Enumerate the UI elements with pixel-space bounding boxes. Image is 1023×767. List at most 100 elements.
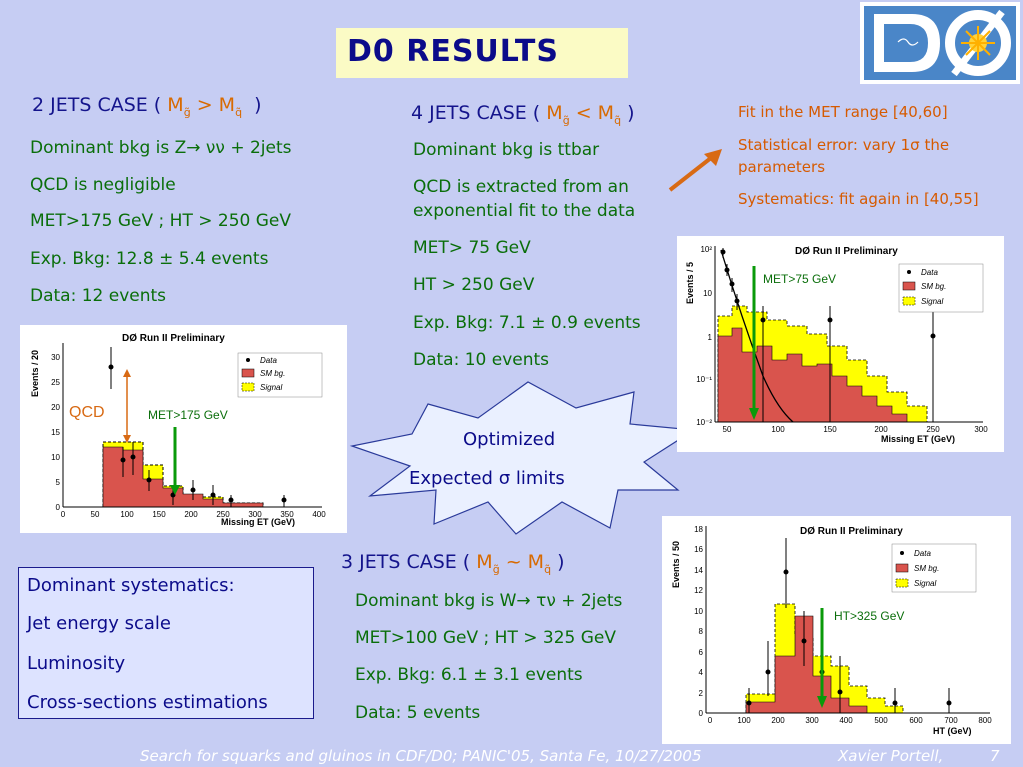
x-tick: 200: [874, 425, 888, 434]
x-tick: 150: [823, 425, 837, 434]
y-tick: 15: [51, 428, 60, 437]
x-tick: 400: [312, 510, 326, 519]
y-tick: 10⁻¹: [696, 375, 712, 384]
legend-sm-bg: SM bg.: [921, 282, 946, 291]
page-number: 7: [990, 747, 1000, 765]
legend-sm-bg: SM bg.: [260, 369, 285, 378]
y-tick: 1: [708, 333, 713, 342]
three-jets-heading: 3 JETS CASE ( Mg̃ ~ Mq̃ ): [341, 551, 565, 576]
burst-line-1: Optimized: [463, 429, 556, 450]
x-axis-label: Missing ET (GeV): [881, 434, 955, 444]
x-tick: 50: [723, 425, 732, 434]
x-tick: 200: [771, 716, 785, 725]
y-tick: 2: [699, 689, 704, 698]
footer-text: Search for squarks and gluinos in CDF/D0…: [140, 747, 702, 765]
x-tick: 600: [909, 716, 923, 725]
qcd-label: QCD: [69, 404, 105, 421]
y-tick: 6: [699, 648, 704, 657]
cut-label: MET>75 GeV: [763, 272, 836, 286]
plot-title: DØ Run II Preliminary: [122, 333, 225, 344]
two-jets-line-1: Dominant bkg is Z→ νν + 2jets: [30, 138, 292, 158]
x-tick: 500: [874, 716, 888, 725]
x-tick: 200: [184, 510, 198, 519]
plot-title: DØ Run II Preliminary: [800, 526, 903, 537]
y-tick: 10: [694, 607, 703, 616]
four-jets-line-4: MET> 75 GeV: [413, 238, 531, 258]
x-tick: 100: [120, 510, 134, 519]
y-tick: 10⁻²: [696, 418, 712, 427]
x-tick: 150: [152, 510, 166, 519]
two-jets-line-2: QCD is negligible: [30, 175, 176, 195]
cut-label: MET>175 GeV: [148, 408, 228, 422]
x-axis-label: HT (GeV): [933, 726, 972, 736]
legend-data: Data: [914, 549, 931, 558]
four-jets-line-3: exponential fit to the data: [413, 201, 636, 221]
y-tick: 0: [56, 503, 61, 512]
systematics-box: [18, 567, 314, 719]
systematics-item-2: Luminosity: [27, 653, 126, 674]
y-tick: 0: [699, 709, 704, 718]
four-jets-line-6: Exp. Bkg: 7.1 ± 0.9 events: [413, 313, 641, 333]
three-jets-line-2: MET>100 GeV ; HT > 325 GeV: [355, 628, 617, 648]
x-tick: 250: [216, 510, 230, 519]
y-tick: 20: [51, 403, 60, 412]
x-tick: 400: [839, 716, 853, 725]
d0-logo: [860, 2, 1020, 84]
y-axis-label: Events / 50: [671, 541, 681, 588]
fit-note-1: Fit in the MET range [40,60]: [738, 103, 948, 121]
y-tick: 10²: [700, 245, 712, 254]
y-tick: 8: [699, 627, 704, 636]
four-jets-line-1: Dominant bkg is ttbar: [413, 140, 600, 160]
y-tick: 12: [694, 586, 703, 595]
y-tick: 4: [699, 668, 704, 677]
y-tick: 16: [694, 545, 703, 554]
two-jets-line-3: MET>175 GeV ; HT > 250 GeV: [30, 211, 292, 231]
four-jets-line-5: HT > 250 GeV: [413, 275, 535, 295]
three-jets-line-4: Data: 5 events: [355, 703, 481, 723]
fit-note-4: Systematics: fit again in [40,55]: [738, 190, 979, 208]
y-tick: 14: [694, 566, 703, 575]
x-tick: 800: [978, 716, 992, 725]
x-axis-label: Missing ET (GeV): [221, 517, 295, 527]
x-tick: 0: [61, 510, 66, 519]
two-jets-line-5: Data: 12 events: [30, 286, 167, 306]
y-axis-label: Events / 5: [685, 262, 695, 304]
y-tick: 18: [694, 525, 703, 534]
y-tick: 30: [51, 353, 60, 362]
cut-label: HT>325 GeV: [834, 609, 904, 623]
y-tick: 10: [703, 289, 712, 298]
three-jets-line-3: Exp. Bkg: 6.1 ± 3.1 events: [355, 665, 583, 685]
x-tick: 300: [974, 425, 988, 434]
footer-author: Xavier Portell,: [838, 747, 944, 765]
x-tick: 100: [737, 716, 751, 725]
plot-met-4jets: DØ Run II Preliminary Events / 5 Missing…: [677, 236, 1004, 452]
burst-line-2: Expected σ limits: [409, 468, 565, 489]
plot-met-2jets: DØ Run II Preliminary Events / 20 Missin…: [20, 325, 347, 533]
three-jets-line-1: Dominant bkg is W→ τν + 2jets: [355, 591, 623, 611]
x-tick: 300: [805, 716, 819, 725]
x-tick: 350: [280, 510, 294, 519]
systematics-item-1: Jet energy scale: [27, 613, 171, 634]
y-tick: 5: [56, 478, 61, 487]
legend-data: Data: [260, 356, 277, 365]
y-tick: 25: [51, 378, 60, 387]
two-jets-line-4: Exp. Bkg: 12.8 ± 5.4 events: [30, 249, 269, 269]
slide-title: D0 RESULTS: [347, 34, 560, 69]
four-jets-line-7: Data: 10 events: [413, 350, 550, 370]
arrow-icon: [668, 149, 722, 192]
plot-ht-3jets: DØ Run II Preliminary Events / 50 HT (Ge…: [662, 516, 1011, 744]
x-tick: 50: [91, 510, 100, 519]
legend-data: Data: [921, 268, 938, 277]
legend-signal: Signal: [260, 383, 282, 392]
x-tick: 300: [248, 510, 262, 519]
y-axis-label: Events / 20: [30, 350, 40, 397]
legend-signal: Signal: [914, 579, 936, 588]
fit-note-2: Statistical error: vary 1σ the: [738, 136, 950, 154]
four-jets-heading: 4 JETS CASE ( Mg̃ < Mq̃ ): [411, 102, 635, 127]
fit-note-3: parameters: [738, 158, 826, 176]
systematics-item-3: Cross-sections estimations: [27, 692, 268, 713]
legend-signal: Signal: [921, 297, 943, 306]
x-tick: 0: [708, 716, 713, 725]
systematics-header: Dominant systematics:: [27, 575, 235, 596]
starburst-shape: [349, 381, 696, 535]
